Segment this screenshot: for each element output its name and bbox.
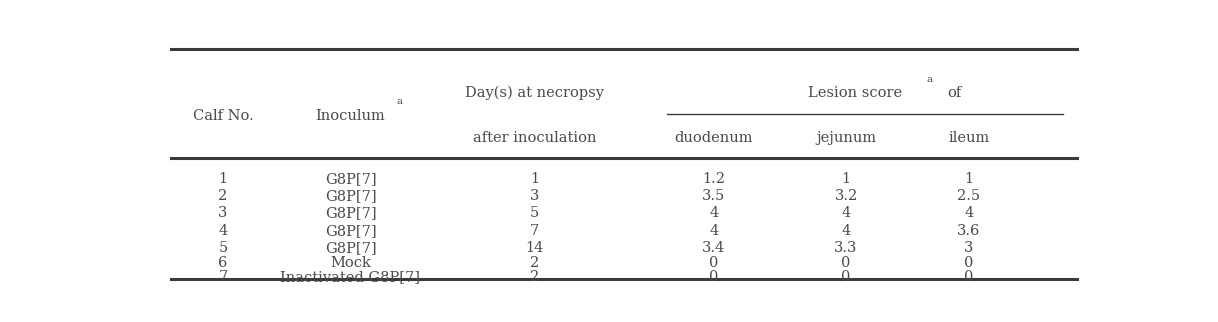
Text: 3: 3 [218,206,228,221]
Text: 3: 3 [530,189,540,203]
Text: 4: 4 [842,206,850,221]
Text: 7: 7 [530,224,540,238]
Text: Calf No.: Calf No. [192,109,253,122]
Text: 3.6: 3.6 [957,224,980,238]
Text: 4: 4 [965,206,973,221]
Text: 3.3: 3.3 [834,241,857,255]
Text: 1.2: 1.2 [703,172,726,186]
Text: Day(s) at necropsy: Day(s) at necropsy [465,86,604,100]
Text: of: of [948,86,962,100]
Text: Lesion score: Lesion score [809,86,903,100]
Text: 0: 0 [965,270,973,284]
Text: G8P[7]: G8P[7] [325,206,376,221]
Text: 3.2: 3.2 [834,189,857,203]
Text: 5: 5 [218,241,228,255]
Text: 1: 1 [530,172,540,186]
Text: 2.5: 2.5 [957,189,980,203]
Text: after inoculation: after inoculation [473,131,597,145]
Text: G8P[7]: G8P[7] [325,224,376,238]
Text: G8P[7]: G8P[7] [325,172,376,186]
Text: Inoculum: Inoculum [315,109,385,122]
Text: 5: 5 [530,206,540,221]
Text: a: a [926,75,932,84]
Text: Mock: Mock [330,256,371,270]
Text: 1: 1 [218,172,228,186]
Text: 4: 4 [709,224,719,238]
Text: Inactivated G8P[7]: Inactivated G8P[7] [280,270,420,284]
Text: 4: 4 [842,224,850,238]
Text: 4: 4 [218,224,228,238]
Text: 0: 0 [965,256,973,270]
Text: G8P[7]: G8P[7] [325,241,376,255]
Text: 4: 4 [709,206,719,221]
Text: duodenum: duodenum [675,131,753,145]
Text: 0: 0 [709,270,719,284]
Text: jejunum: jejunum [816,131,876,145]
Text: 2: 2 [530,270,540,284]
Text: ileum: ileum [948,131,989,145]
Text: 2: 2 [530,256,540,270]
Text: 0: 0 [709,256,719,270]
Text: 1: 1 [842,172,850,186]
Text: 3.5: 3.5 [703,189,726,203]
Text: 0: 0 [842,270,850,284]
Text: G8P[7]: G8P[7] [325,189,376,203]
Text: 2: 2 [218,189,228,203]
Text: 0: 0 [842,256,850,270]
Text: 3: 3 [965,241,973,255]
Text: 14: 14 [525,241,543,255]
Text: 7: 7 [218,270,228,284]
Text: a: a [397,97,403,106]
Text: 6: 6 [218,256,228,270]
Text: 1: 1 [965,172,973,186]
Text: 3.4: 3.4 [703,241,726,255]
